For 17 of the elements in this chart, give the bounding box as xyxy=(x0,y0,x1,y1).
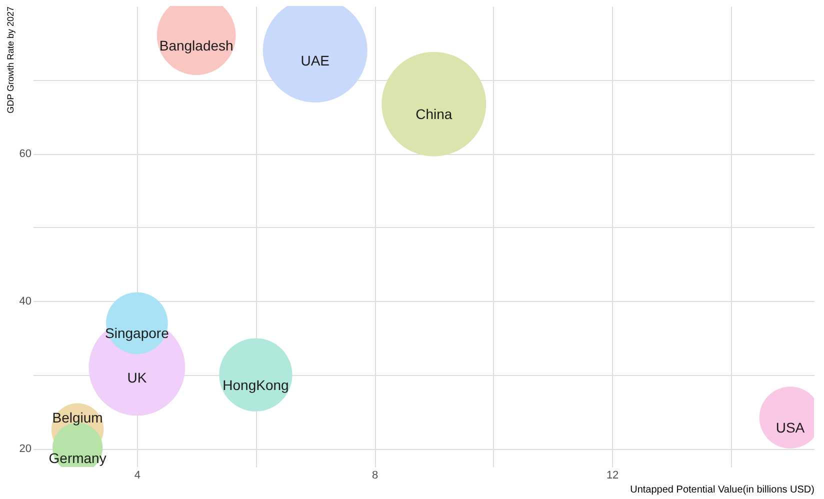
y-tick-label: 60 xyxy=(19,148,32,160)
x-tick-label: 8 xyxy=(372,470,378,482)
y-axis-title: GDP Growth Rate by 2027 xyxy=(5,6,16,114)
series-label: China xyxy=(416,106,452,122)
x-tick-label: 12 xyxy=(606,470,619,482)
x-axis-title: Untapped Potential Value(in billions USD) xyxy=(630,484,814,496)
series-label: Singapore xyxy=(105,325,170,342)
x-tick-label: 4 xyxy=(134,470,140,482)
series-label: Germany xyxy=(48,450,106,466)
y-tick-label: 20 xyxy=(19,443,32,456)
series-label: Belgium xyxy=(52,409,103,426)
series-label: UK xyxy=(127,369,148,386)
y-tick-label: 40 xyxy=(19,296,32,308)
series-label: HongKong xyxy=(222,376,289,393)
series-label: Bangladesh xyxy=(159,38,234,54)
series-label: USA xyxy=(776,420,806,436)
series-label: UAE xyxy=(300,52,330,68)
